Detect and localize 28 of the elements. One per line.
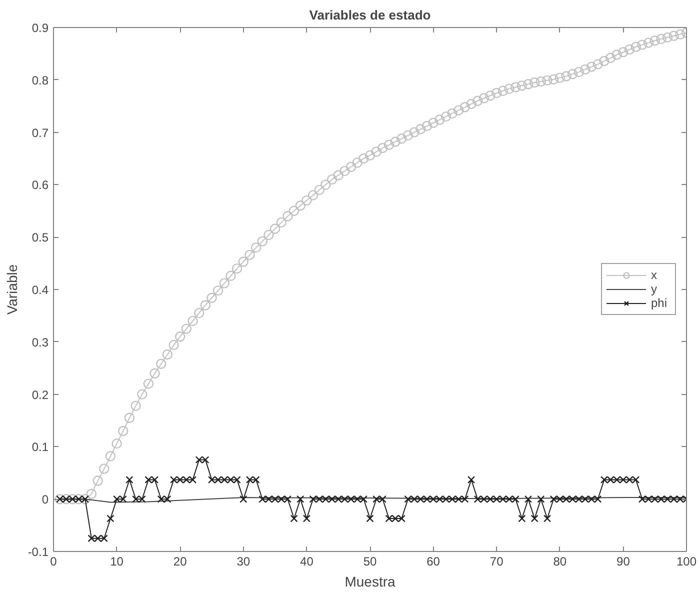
y-tick-label: 0.8 (32, 73, 49, 88)
legend-label: phi (651, 296, 668, 310)
x-tick-label: 40 (300, 554, 314, 568)
x-tick-label: 80 (553, 554, 567, 568)
legend-label: y (651, 282, 658, 296)
y-tick-label: 0.7 (32, 126, 49, 140)
y-axis-title: Variable (4, 264, 20, 315)
x-tick-label: 100 (676, 554, 697, 568)
y-tick-label: 0.5 (32, 230, 49, 245)
legend-label: x (651, 268, 658, 282)
y-tick-label: 0 (42, 492, 49, 507)
x-tick-label: 90 (616, 554, 630, 568)
x-tick-label: 60 (426, 554, 440, 568)
y-tick-label: 0.4 (32, 283, 49, 297)
x-tick-label: 20 (173, 554, 188, 568)
x-tick-label: 70 (490, 554, 504, 568)
x-tick-label: 0 (50, 554, 58, 568)
y-tick-label: 0.6 (32, 178, 49, 192)
y-tick-label: 0.1 (32, 440, 49, 454)
x-tick-label: 50 (363, 554, 377, 568)
y-tick-label: 0.3 (32, 335, 49, 350)
x-tick-label: 10 (110, 554, 124, 568)
y-tick-label: 0.2 (32, 388, 49, 402)
x-tick-label: 30 (236, 554, 250, 568)
y-tick-label: 0.9 (32, 21, 49, 35)
y-tick-label: -0.1 (28, 545, 49, 559)
chart-title: Variables de estado (309, 8, 431, 22)
x-axis-title: Muestra (344, 574, 396, 590)
